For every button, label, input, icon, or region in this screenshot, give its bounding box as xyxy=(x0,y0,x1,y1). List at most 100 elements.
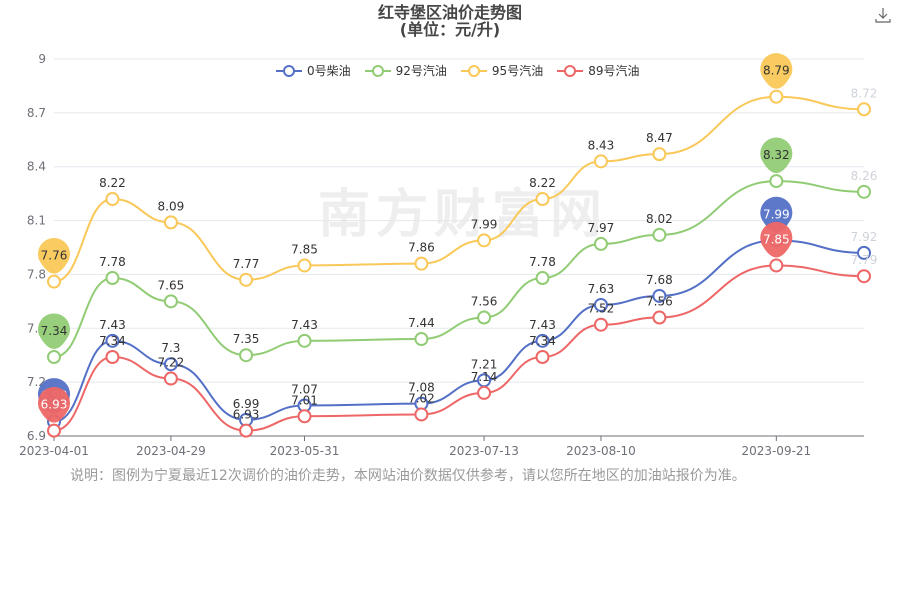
watermark: 南方财富网 xyxy=(318,185,609,245)
x-tick-label: 2023-08-10 xyxy=(566,444,636,458)
data-label: 7.01 xyxy=(291,393,318,407)
data-point xyxy=(297,258,312,273)
pin-shape xyxy=(760,137,793,174)
legend-label: 95号汽油 xyxy=(491,64,544,78)
data-label: 7.07 xyxy=(291,382,318,396)
data-point xyxy=(593,297,608,312)
chart-title-line1: 红寺堡区油价走势图 xyxy=(377,3,522,22)
data-label: 6.99 xyxy=(233,397,260,411)
data-label: 7.78 xyxy=(529,255,556,269)
data-label: 8.22 xyxy=(99,176,126,190)
data-point xyxy=(105,350,120,365)
data-label: 7.68 xyxy=(646,273,673,287)
data-label: 8.22 xyxy=(529,176,556,190)
legend-marker xyxy=(364,64,391,77)
data-point xyxy=(652,310,667,325)
legend-item[interactable]: 0号柴油 xyxy=(276,62,351,79)
data-label: 7.43 xyxy=(291,318,318,332)
data-label: 8.47 xyxy=(646,131,673,145)
data-label: 7.65 xyxy=(158,278,185,292)
data-point xyxy=(535,192,550,207)
legend-marker xyxy=(557,64,584,77)
data-label: 7.99 xyxy=(471,217,498,231)
data-label: 7.79 xyxy=(851,253,878,267)
data-label: 8.09 xyxy=(158,199,185,213)
data-label: 7.78 xyxy=(99,255,126,269)
series-line xyxy=(53,264,865,432)
footnote: 说明：图例为宁夏最近12次调价的油价走势，本网站油价数据仅供参考，请以您所在地区… xyxy=(70,468,746,484)
data-label: 7.35 xyxy=(233,332,260,346)
y-tick-label: 7.8 xyxy=(27,267,46,281)
data-label: 6.93 xyxy=(233,408,260,422)
y-tick-label: 8.7 xyxy=(27,106,46,120)
data-point xyxy=(593,236,608,251)
legend-label: 92号汽油 xyxy=(395,64,447,78)
pin-marker: 7.85 xyxy=(760,221,793,258)
data-point xyxy=(593,317,608,332)
data-label: 7.86 xyxy=(408,241,435,255)
data-label: 7.14 xyxy=(471,370,498,384)
x-tick-label: 2023-07-13 xyxy=(449,444,519,458)
data-point xyxy=(239,348,254,363)
x-tick-label: 2023-04-29 xyxy=(136,444,206,458)
data-point xyxy=(105,192,120,207)
series-line xyxy=(53,95,865,283)
data-point xyxy=(857,102,871,117)
pin-shape xyxy=(38,387,71,423)
data-point xyxy=(414,256,429,271)
y-tick-label: 8.4 xyxy=(27,160,46,174)
data-label: 7.08 xyxy=(408,381,435,395)
data-point xyxy=(535,271,550,286)
data-point xyxy=(239,272,254,287)
data-label: 7.43 xyxy=(99,318,126,332)
data-label: 8.26 xyxy=(851,169,878,183)
x-tick-label: 2023-09-21 xyxy=(741,444,811,458)
pin-label: 8.32 xyxy=(763,148,790,162)
y-tick-label: 6.9 xyxy=(27,429,46,443)
download-icon[interactable] xyxy=(874,6,892,24)
data-point xyxy=(769,258,784,273)
data-point xyxy=(769,174,784,189)
series-line xyxy=(53,239,865,423)
data-point xyxy=(105,333,120,348)
pin-label: 7.99 xyxy=(763,207,790,221)
legend-label: 0号柴油 xyxy=(307,64,351,78)
series-line xyxy=(53,180,865,359)
data-point xyxy=(163,215,178,230)
data-point xyxy=(593,154,608,169)
data-point xyxy=(47,350,61,365)
y-tick-label: 8.1 xyxy=(27,214,46,228)
legend-item[interactable]: 92号汽油 xyxy=(364,62,447,79)
data-label: 7.22 xyxy=(158,356,185,370)
pin-marker: 7.34 xyxy=(38,313,71,350)
data-label: 8.72 xyxy=(851,86,878,100)
data-point xyxy=(163,371,178,386)
legend-item[interactable]: 89号汽油 xyxy=(557,62,639,79)
data-label: 7.3 xyxy=(161,341,180,355)
pin-shape xyxy=(38,313,71,350)
pin-marker: 6.93 xyxy=(38,387,71,423)
pin-marker: 8.32 xyxy=(760,137,793,174)
pin-label: 7.85 xyxy=(763,232,790,246)
data-point xyxy=(652,288,667,303)
data-point xyxy=(105,271,120,286)
legend-marker xyxy=(276,64,302,77)
pin-marker: 7.99 xyxy=(760,196,793,233)
data-label: 7.77 xyxy=(233,257,260,271)
chart-title-line2: (单位：元/升) xyxy=(399,20,501,39)
pin-shape xyxy=(760,196,793,233)
legend-marker xyxy=(460,64,487,77)
data-point xyxy=(477,310,492,325)
data-point xyxy=(163,294,178,309)
data-label: 7.63 xyxy=(588,282,615,296)
data-point xyxy=(297,333,312,348)
x-tick-label: 2023-05-31 xyxy=(270,444,340,458)
data-label: 7.43 xyxy=(529,318,556,332)
data-point xyxy=(769,89,784,104)
data-point xyxy=(857,184,871,199)
legend-item[interactable]: 95号汽油 xyxy=(460,62,544,79)
data-label: 7.85 xyxy=(291,242,318,256)
data-label: 7.44 xyxy=(408,316,435,330)
data-label: 7.21 xyxy=(471,357,498,371)
